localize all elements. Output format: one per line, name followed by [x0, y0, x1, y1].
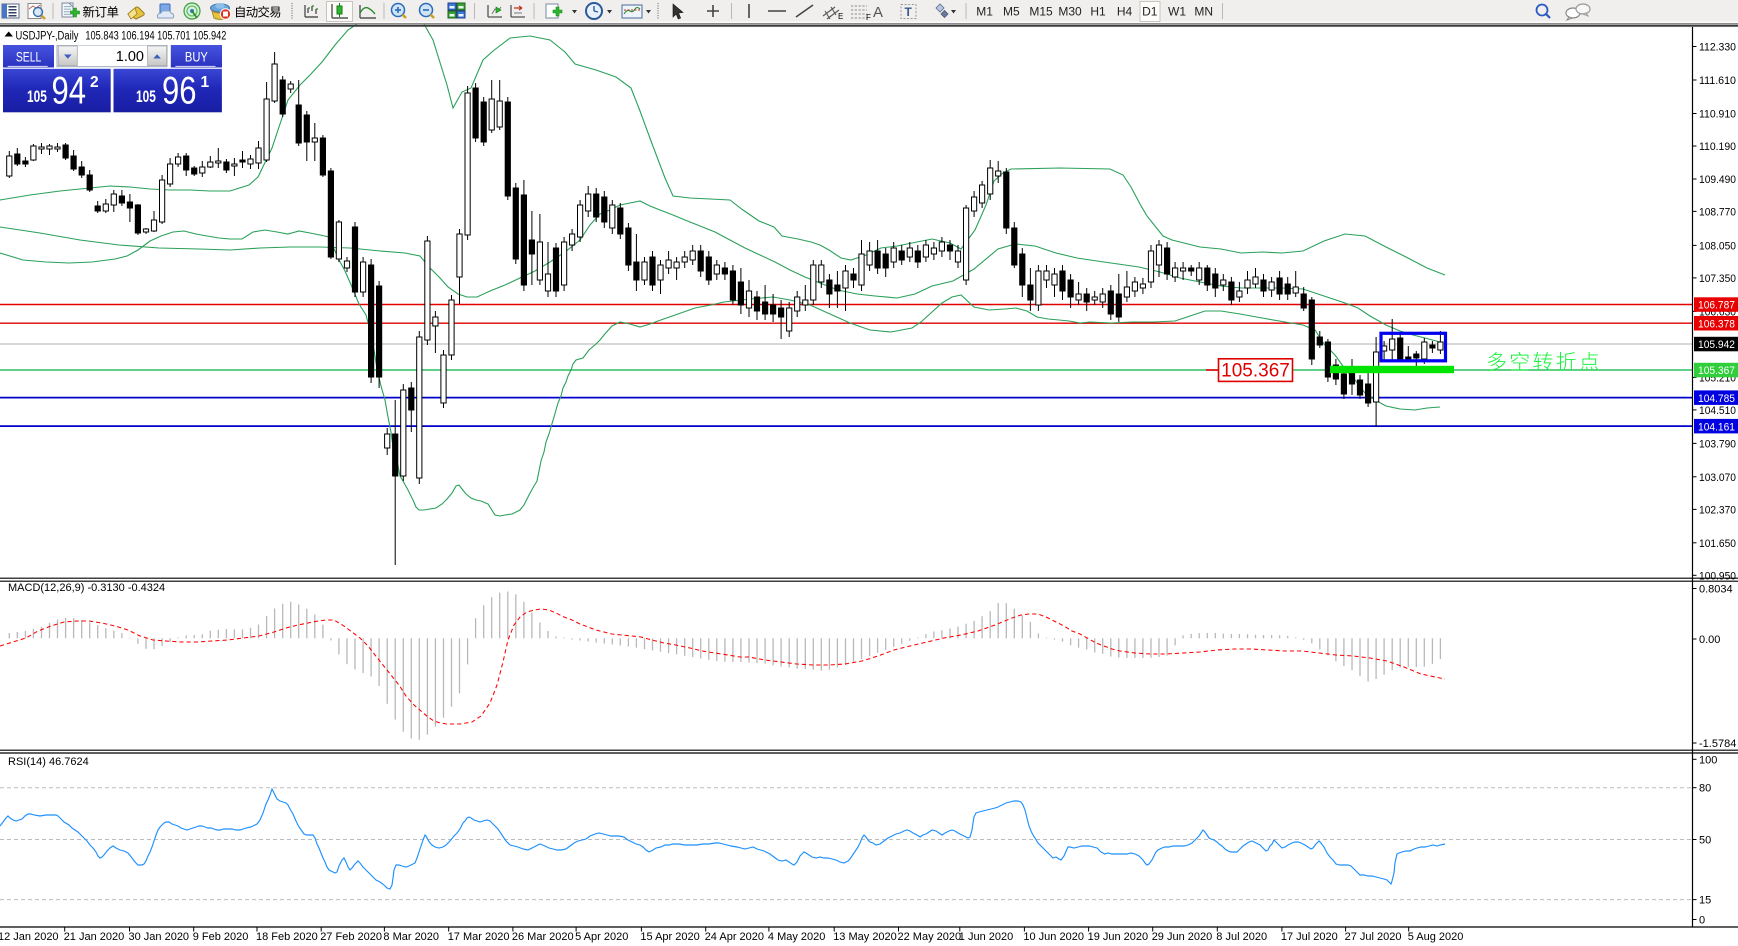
svg-text:106.787: 106.787	[1698, 300, 1735, 312]
svg-text:1.00: 1.00	[116, 49, 144, 65]
svg-text:15: 15	[1699, 895, 1711, 907]
svg-text:108.050: 108.050	[1699, 240, 1736, 252]
svg-text:W1: W1	[1168, 5, 1186, 19]
svg-text:22 May 2020: 22 May 2020	[898, 931, 962, 943]
svg-text:F: F	[866, 13, 871, 22]
svg-text:24 Apr 2020: 24 Apr 2020	[705, 931, 764, 943]
svg-text:M5: M5	[1003, 5, 1020, 19]
svg-text:21 Jan 2020: 21 Jan 2020	[64, 931, 125, 943]
svg-text:0.8034: 0.8034	[1699, 584, 1733, 596]
svg-text:13 May 2020: 13 May 2020	[833, 931, 897, 943]
svg-text:104.785: 104.785	[1698, 393, 1735, 405]
svg-text:111.610: 111.610	[1699, 75, 1736, 87]
svg-text:17 Jul 2020: 17 Jul 2020	[1281, 931, 1338, 943]
svg-text:A: A	[873, 4, 883, 21]
svg-text:SELL: SELL	[16, 49, 42, 64]
svg-text:5 Apr 2020: 5 Apr 2020	[575, 931, 628, 943]
svg-text:15 Apr 2020: 15 Apr 2020	[640, 931, 699, 943]
svg-text:105.843 106.194 105.701 105.94: 105.843 106.194 105.701 105.942	[85, 31, 226, 43]
svg-text:106.378: 106.378	[1698, 318, 1735, 330]
svg-text:104.161: 104.161	[1698, 421, 1735, 433]
svg-text:94: 94	[52, 70, 87, 113]
svg-text:109.490: 109.490	[1699, 174, 1736, 186]
svg-text:30 Jan 2020: 30 Jan 2020	[129, 931, 190, 943]
svg-text:9 Feb 2020: 9 Feb 2020	[193, 931, 249, 943]
svg-text:50: 50	[1699, 835, 1711, 847]
svg-text:26 Mar 2020: 26 Mar 2020	[512, 931, 574, 943]
svg-text:103.070: 103.070	[1699, 472, 1736, 484]
svg-text:105.942: 105.942	[1698, 339, 1735, 351]
svg-text:107.350: 107.350	[1699, 273, 1736, 285]
svg-text:110.190: 110.190	[1699, 141, 1736, 153]
svg-text:29 Jun 2020: 29 Jun 2020	[1152, 931, 1213, 943]
svg-text:12 Jan 2020: 12 Jan 2020	[0, 931, 59, 943]
svg-text:80: 80	[1699, 783, 1711, 795]
svg-text:18 Feb 2020: 18 Feb 2020	[256, 931, 318, 943]
svg-text:E: E	[838, 12, 843, 21]
svg-text:-1.5784: -1.5784	[1699, 738, 1736, 750]
svg-text:5 Aug 2020: 5 Aug 2020	[1408, 931, 1464, 943]
svg-text:112.330: 112.330	[1699, 42, 1736, 54]
svg-text:1: 1	[201, 74, 210, 91]
svg-text:104.510: 104.510	[1699, 405, 1736, 417]
svg-text:110.910: 110.910	[1699, 109, 1736, 121]
svg-text:D1: D1	[1142, 5, 1158, 19]
svg-text:100.950: 100.950	[1699, 570, 1736, 582]
svg-text:2: 2	[90, 74, 99, 91]
svg-text:8 Jul 2020: 8 Jul 2020	[1216, 931, 1267, 943]
svg-text:T: T	[905, 5, 913, 19]
svg-text:96: 96	[162, 70, 197, 113]
svg-text:M30: M30	[1058, 5, 1082, 19]
svg-text:H4: H4	[1117, 5, 1133, 19]
svg-text:MACD(12,26,9) -0.3130 -0.4324: MACD(12,26,9) -0.3130 -0.4324	[8, 582, 165, 594]
svg-text:M1: M1	[976, 5, 993, 19]
svg-text:4 May 2020: 4 May 2020	[768, 931, 825, 943]
svg-text:105: 105	[136, 88, 156, 106]
svg-text:108.770: 108.770	[1699, 206, 1736, 218]
svg-text:105.367: 105.367	[1698, 365, 1735, 377]
svg-text:8 Mar 2020: 8 Mar 2020	[383, 931, 439, 943]
svg-text:102.370: 102.370	[1699, 504, 1736, 516]
svg-text:USDJPY-,Daily: USDJPY-,Daily	[16, 31, 79, 43]
svg-text:H1: H1	[1090, 5, 1106, 19]
svg-text:100: 100	[1699, 754, 1717, 766]
svg-text:0.00: 0.00	[1699, 634, 1720, 646]
svg-text:105.367: 105.367	[1221, 361, 1290, 382]
svg-text:10 Jun 2020: 10 Jun 2020	[1023, 931, 1084, 943]
svg-text:RSI(14) 46.7624: RSI(14) 46.7624	[8, 756, 89, 768]
svg-text:MN: MN	[1194, 5, 1213, 19]
svg-text:17 Mar 2020: 17 Mar 2020	[448, 931, 510, 943]
svg-text:103.790: 103.790	[1699, 438, 1736, 450]
svg-text:1 Jun 2020: 1 Jun 2020	[959, 931, 1013, 943]
svg-text:19 Jun 2020: 19 Jun 2020	[1088, 931, 1149, 943]
svg-text:27 Feb 2020: 27 Feb 2020	[320, 931, 382, 943]
svg-text:101.650: 101.650	[1699, 538, 1736, 550]
svg-text:M15: M15	[1029, 5, 1053, 19]
svg-text:27 Jul 2020: 27 Jul 2020	[1345, 931, 1402, 943]
svg-text:105: 105	[27, 88, 47, 106]
svg-text:0: 0	[1699, 915, 1705, 927]
svg-text:BUY: BUY	[185, 49, 208, 64]
